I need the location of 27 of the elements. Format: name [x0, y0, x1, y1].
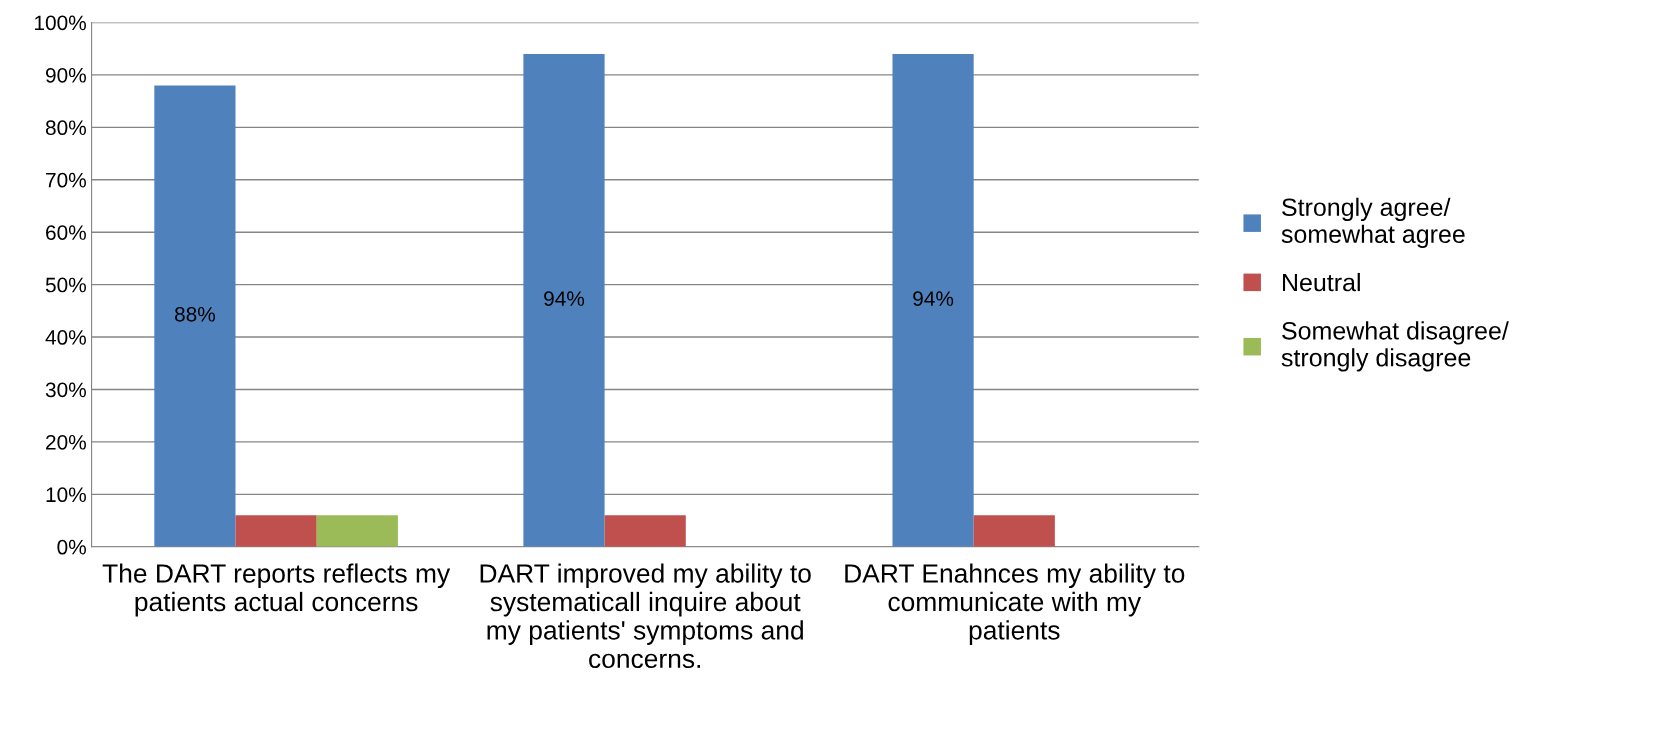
legend-label: Strongly agree/ somewhat agree [1281, 197, 1465, 248]
bar [316, 515, 398, 547]
y-tick-label: 0% [57, 539, 86, 555]
bar [523, 53, 605, 547]
data-label: 88% [174, 306, 216, 322]
bar [973, 515, 1055, 547]
y-tick-label: 40% [45, 330, 86, 345]
bar [892, 53, 974, 547]
y-tick-label: 70% [46, 172, 86, 188]
legend-label: Neutral [1283, 272, 1360, 292]
y-tick-label: 10% [46, 487, 86, 503]
data-label: 94% [544, 291, 585, 306]
y-tick-label: 80% [45, 120, 86, 136]
bar [604, 515, 686, 547]
bar [154, 85, 236, 547]
legend-label: Somewhat disagree/ strongly disagree [1281, 321, 1509, 372]
x-tick-label: DART Enahnces my ability to communicate with my patients [845, 563, 1185, 645]
y-tick-label: 20% [46, 434, 86, 450]
data-label: 94% [913, 291, 954, 306]
y-tick-label: 100% [35, 15, 86, 31]
y-tick-label: 90% [45, 67, 86, 83]
x-tick-label: DART improved my ability to systematicall inquire about my patients' symptoms and concerns. [480, 563, 811, 669]
x-tick-label: The DART reports reflects my patients actual concerns [102, 563, 451, 617]
y-tick-label: 30% [45, 382, 86, 398]
y-tick-label: 60% [46, 225, 86, 240]
y-tick-label: 50% [45, 277, 86, 293]
bar [235, 515, 317, 547]
